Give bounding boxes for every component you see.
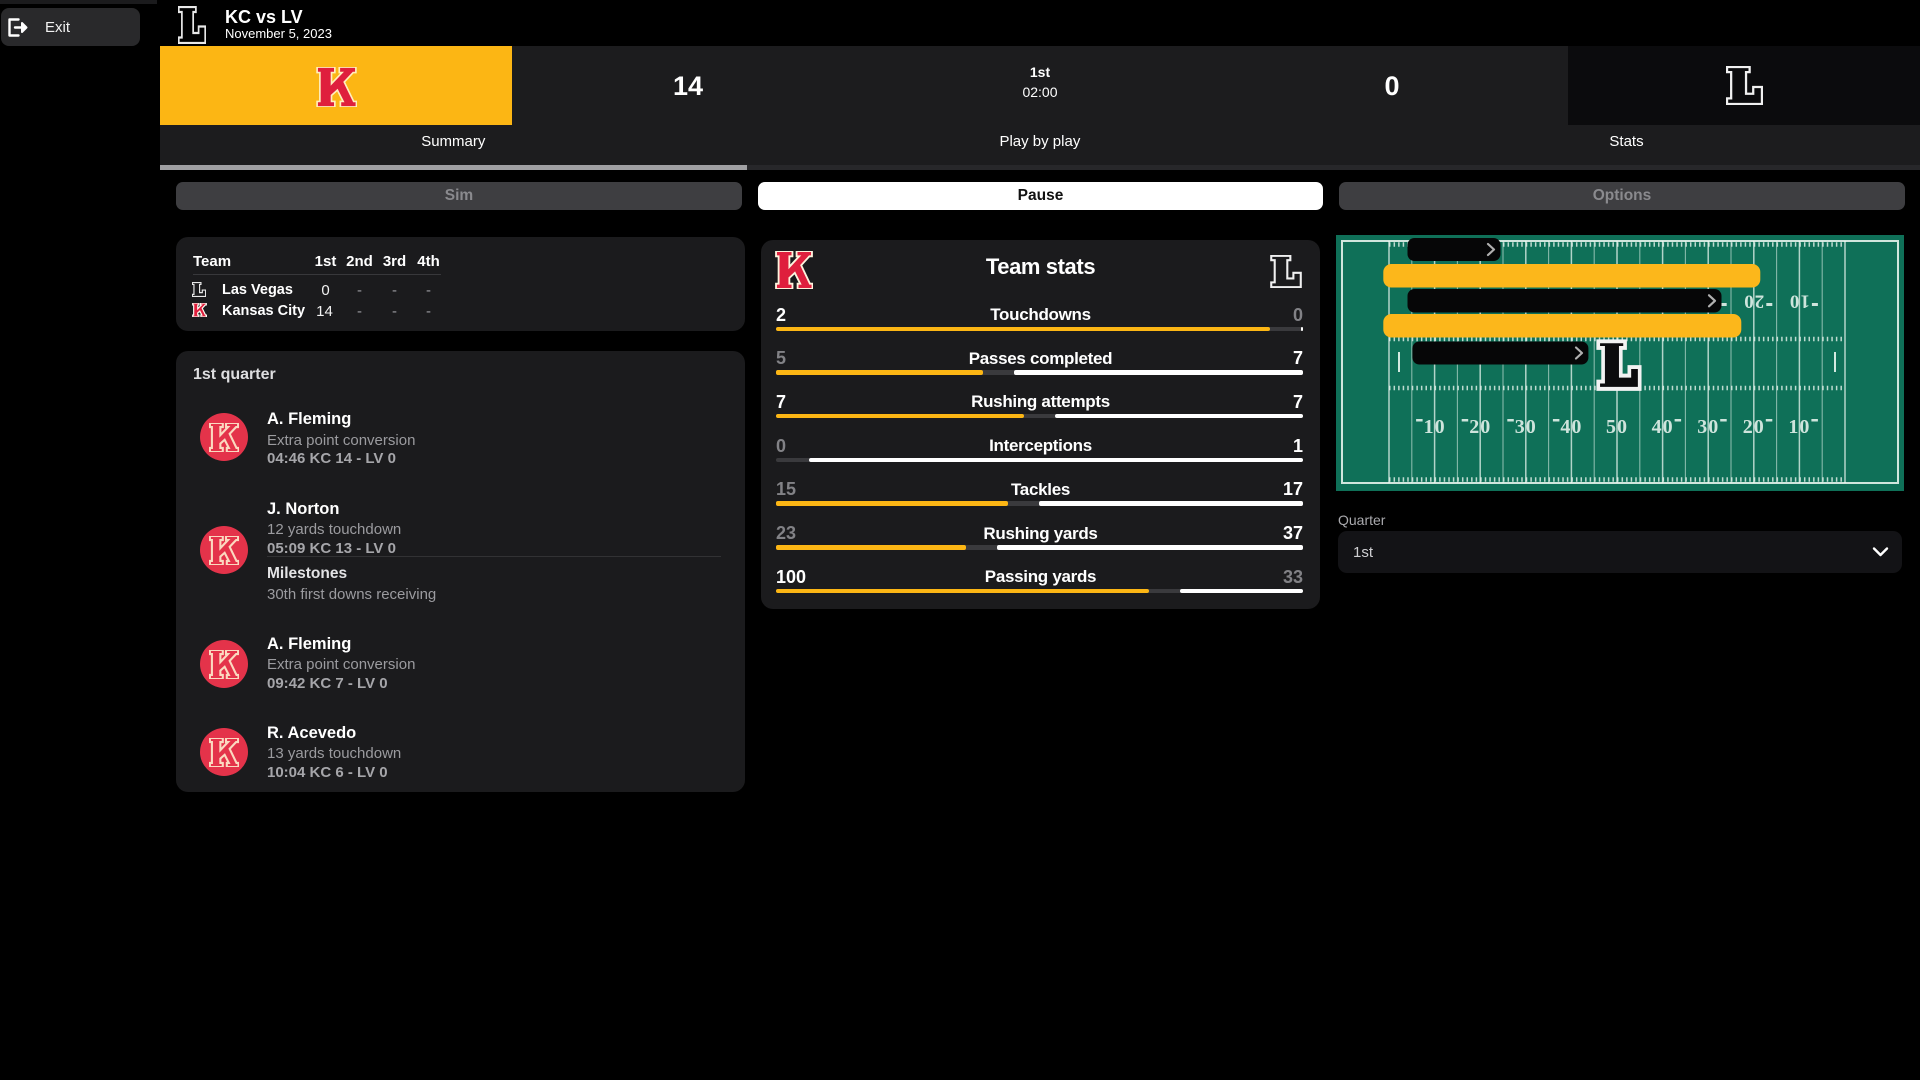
svg-text:40: 40 bbox=[1560, 416, 1582, 438]
svg-text:20: 20 bbox=[1743, 416, 1765, 438]
svg-text:10: 10 bbox=[1789, 291, 1810, 312]
svg-text:20: 20 bbox=[1469, 416, 1491, 438]
svg-text:30: 30 bbox=[1697, 416, 1719, 438]
svg-text:40: 40 bbox=[1652, 416, 1674, 438]
svg-text:10: 10 bbox=[1788, 416, 1810, 438]
svg-text:30: 30 bbox=[1515, 416, 1537, 438]
svg-text:50: 50 bbox=[1606, 416, 1628, 438]
svg-text:20: 20 bbox=[1743, 291, 1764, 312]
svg-text:10: 10 bbox=[1424, 416, 1446, 438]
